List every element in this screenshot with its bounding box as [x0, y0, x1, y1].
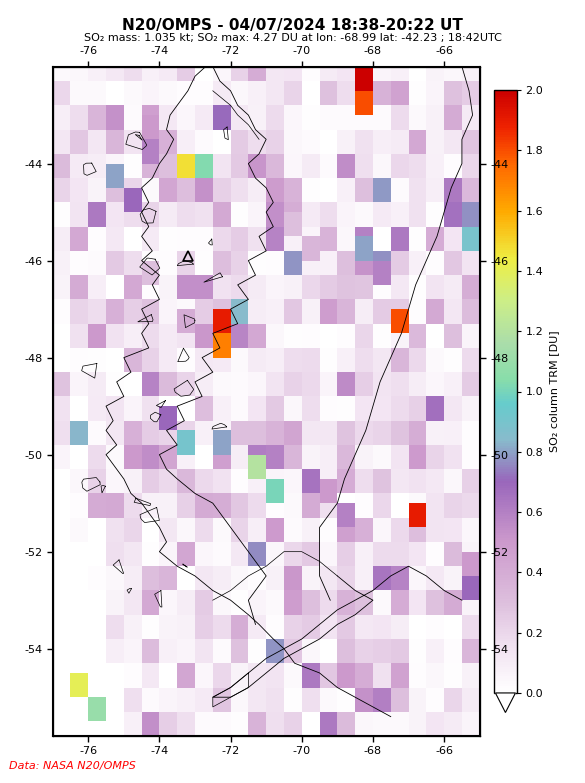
Text: N20/OMPS - 04/07/2024 18:38-20:22 UT: N20/OMPS - 04/07/2024 18:38-20:22 UT: [122, 18, 463, 33]
Text: SO₂ mass: 1.035 kt; SO₂ max: 4.27 DU at lon: -68.99 lat: -42.23 ; 18:42UTC: SO₂ mass: 1.035 kt; SO₂ max: 4.27 DU at …: [84, 33, 501, 43]
Text: Data: NASA N20/OMPS: Data: NASA N20/OMPS: [9, 761, 136, 771]
Y-axis label: SO₂ column TRM [DU]: SO₂ column TRM [DU]: [549, 330, 559, 453]
